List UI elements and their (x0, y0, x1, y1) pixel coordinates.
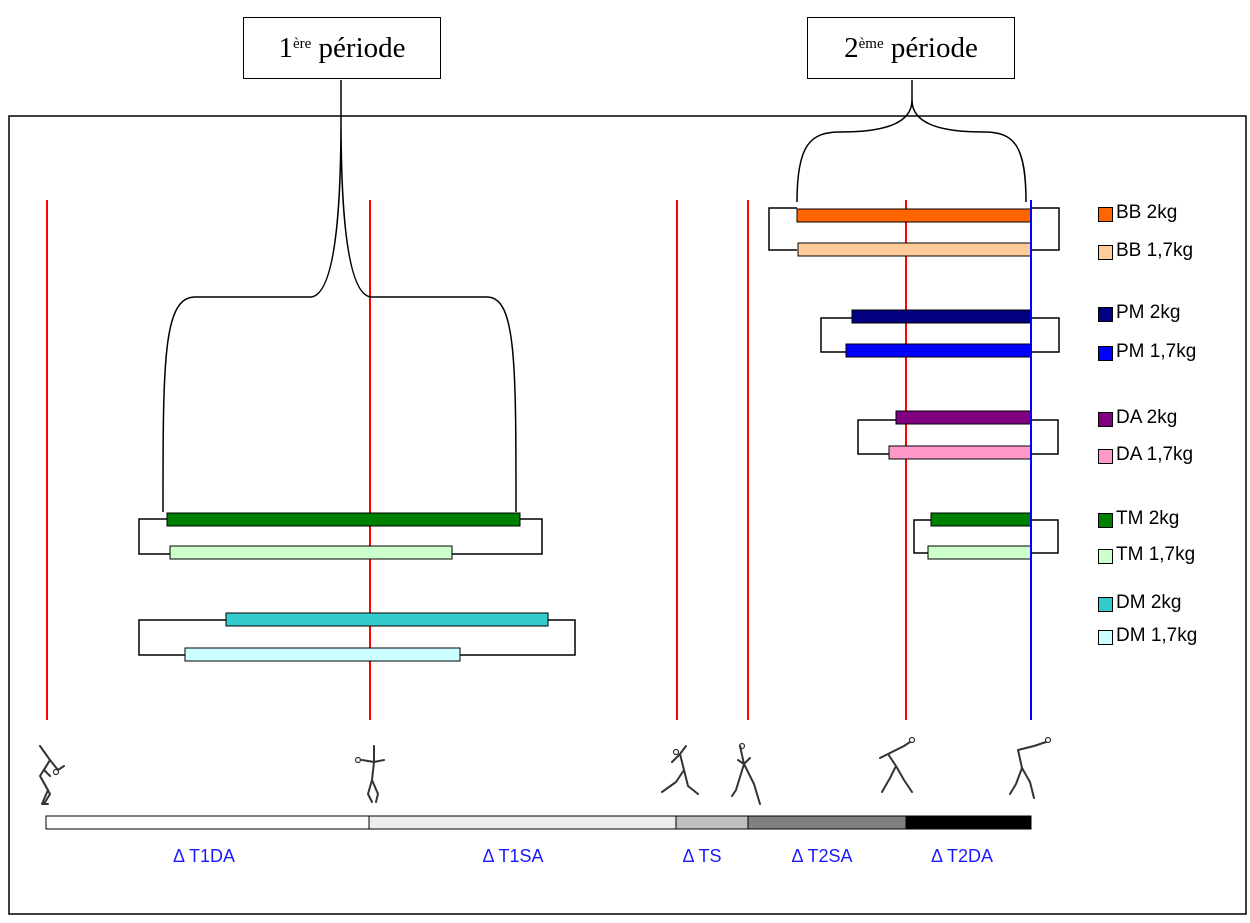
bar-dm-2kg (225, 612, 549, 627)
athlete-figure-4 (731, 742, 761, 805)
phase-boundary-lines (46, 200, 907, 720)
bar-pair-connectors (138, 207, 1060, 656)
legend-swatch-bb-1-7kg (1098, 245, 1113, 260)
period-2-ordinal: ème (858, 35, 884, 52)
athlete-figure-body (39, 745, 65, 805)
athlete-figure-body (731, 745, 761, 805)
legend-swatch-pm-2kg (1098, 307, 1113, 322)
legend-swatch-dm-2kg (1098, 597, 1113, 612)
bar-bb-2kg (796, 208, 1032, 223)
period-1-label: 1 ère période (243, 17, 441, 79)
phase-timeline (45, 815, 1032, 830)
connector-pm (820, 317, 1060, 353)
legend-label-dm-1-7kg: DM 1,7kg (1116, 625, 1198, 646)
period-2-text: période (890, 31, 978, 64)
legend-label-dm-2kg: DM 2kg (1116, 592, 1182, 613)
period-2-label: 2 ème période (807, 17, 1015, 79)
athlete-figure-body (1009, 741, 1047, 799)
hammer-head (1044, 736, 1052, 744)
athlete-figure-3 (661, 745, 699, 795)
legend-swatch-tm-1-7kg (1098, 549, 1113, 564)
legend-label-bb-2kg: BB 2kg (1116, 202, 1178, 223)
athlete-figure-6 (1009, 736, 1052, 799)
period-braces (162, 80, 1027, 513)
phase-segment-t2sa (747, 815, 907, 830)
legend-label-da-2kg: DA 2kg (1116, 407, 1178, 428)
period-1-ordinal: ère (292, 35, 312, 52)
athlete-figure-2 (354, 745, 385, 803)
connector-dm2 (138, 619, 576, 656)
legend-swatch-dm-1-7kg (1098, 630, 1113, 645)
connector-bb (768, 207, 1060, 251)
period-2-number: 2 (844, 31, 859, 64)
bar-bb-1-7kg (797, 242, 1032, 257)
phase-segment-ts (675, 815, 749, 830)
phase-label-t1da: Δ T1DA (172, 846, 236, 866)
frame-border (8, 115, 1247, 915)
legend-swatch-da-2kg (1098, 412, 1113, 427)
phase-segment-t1sa (368, 815, 677, 830)
period-1-number: 1 (278, 31, 293, 64)
phase-segment-t1da (45, 815, 370, 830)
legend-label-tm-1-7kg: TM 1,7kg (1116, 544, 1196, 565)
athlete-figure-1 (39, 745, 65, 805)
hammer-head (354, 756, 362, 764)
hammer-head (738, 742, 746, 750)
bar-da-1-7kg (888, 445, 1032, 460)
phase-label-t2da: Δ T2DA (930, 846, 994, 866)
bar-da-2kg (895, 410, 1032, 425)
hammer-head (672, 748, 680, 756)
legend-swatch-pm-1-7kg (1098, 346, 1113, 361)
bar-tm-1-7kg-period-1 (169, 545, 453, 560)
athlete-figure-body (661, 745, 699, 795)
bar-pm-1-7kg (845, 343, 1032, 358)
phase-segment-t2da (905, 815, 1032, 830)
phase-label-ts: Δ TS (682, 846, 722, 866)
legend-swatch-bb-2kg (1098, 207, 1113, 222)
brace-period-2 (796, 80, 1027, 203)
legend-label-da-1-7kg: DA 1,7kg (1116, 444, 1194, 465)
connector-tm (913, 519, 1059, 554)
legend-label-pm-1-7kg: PM 1,7kg (1116, 341, 1197, 362)
athlete-figure-body (361, 745, 385, 803)
brace-period-1 (162, 80, 517, 513)
period-1-text: période (318, 31, 406, 64)
legend-swatch-da-1-7kg (1098, 449, 1113, 464)
legend-swatch-tm-2kg (1098, 513, 1113, 528)
bar-tm-2kg-period-1 (166, 512, 521, 527)
bar-tm-1-7kg (927, 545, 1032, 560)
legend-label-tm-2kg: TM 2kg (1116, 508, 1180, 529)
phase-label-t2sa: Δ T2SA (791, 846, 853, 866)
legend-label-pm-2kg: PM 2kg (1116, 302, 1181, 323)
bar-dm-1-7kg (184, 647, 461, 662)
duration-bars (166, 208, 1032, 662)
athlete-figure-body (879, 741, 913, 793)
phase-label-t1sa: Δ T1SA (482, 846, 544, 866)
bar-pm-2kg (851, 309, 1032, 324)
hammer-head (908, 736, 916, 744)
connector-da (857, 419, 1059, 455)
athlete-figure-5 (879, 736, 916, 793)
legend-label-bb-1-7kg: BB 1,7kg (1116, 240, 1194, 261)
hammer-head (52, 768, 60, 776)
athlete-figures (39, 736, 1052, 805)
connector-dm1 (138, 518, 543, 555)
bar-tm-2kg (930, 512, 1032, 527)
